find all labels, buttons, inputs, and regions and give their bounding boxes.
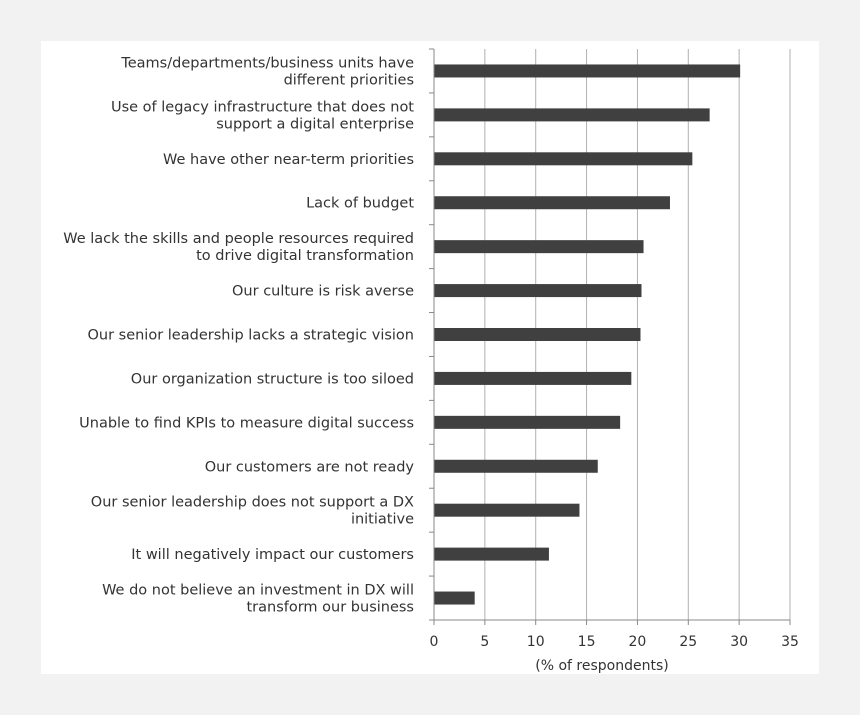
category-label: Use of legacy infrastructure that does n… <box>111 99 414 115</box>
x-tick-label: 0 <box>430 634 439 650</box>
bar <box>434 240 644 254</box>
category-label: support a digital enterprise <box>216 116 414 132</box>
x-tick-label: 5 <box>480 634 489 650</box>
x-tick-label: 25 <box>679 634 697 650</box>
category-label: to drive digital transformation <box>196 248 414 264</box>
category-label: Lack of budget <box>306 196 414 212</box>
chart-panel <box>41 41 819 674</box>
category-label: Our senior leadership lacks a strategic … <box>87 328 414 344</box>
bar <box>434 371 632 385</box>
x-tick-labels: 0 5 10 15 20 25 30 35 <box>430 634 799 650</box>
category-label: Our organization structure is too siloed <box>131 371 414 387</box>
category-label: We lack the skills and people resources … <box>63 231 414 247</box>
category-label: initiative <box>351 512 414 528</box>
x-tick-label: 20 <box>629 634 647 650</box>
category-label: Teams/departments/business units have <box>120 55 414 71</box>
category-label: Our senior leadership does not support a… <box>91 495 414 511</box>
category-label: different priorities <box>284 72 414 88</box>
category-labels: Teams/departments/business units havedif… <box>63 55 414 615</box>
category-label: We do not believe an investment in DX wi… <box>102 583 414 599</box>
category-label: Unable to find KPIs to measure digital s… <box>79 415 414 431</box>
x-tick-label: 35 <box>781 634 799 650</box>
bar <box>434 547 549 561</box>
bars <box>434 64 741 605</box>
bar <box>434 284 642 298</box>
category-label: Our culture is risk averse <box>232 284 414 300</box>
bar <box>434 152 693 166</box>
bar <box>434 64 741 78</box>
bar <box>434 459 598 473</box>
category-label: Our customers are not ready <box>205 459 415 475</box>
category-label: It will negatively impact our customers <box>131 547 414 563</box>
category-label: transform our business <box>246 600 414 616</box>
x-axis-label: (% of respondents) <box>535 658 668 674</box>
bar <box>434 503 580 517</box>
bar <box>434 328 641 341</box>
bar <box>434 108 710 122</box>
bar <box>434 591 475 605</box>
bar <box>434 415 621 429</box>
category-label: We have other near-term priorities <box>163 152 414 168</box>
axes <box>429 48 791 625</box>
x-tick-label: 30 <box>730 634 748 650</box>
bar <box>434 196 670 210</box>
x-tick-label: 10 <box>527 634 545 650</box>
x-tick-label: 15 <box>578 634 596 650</box>
